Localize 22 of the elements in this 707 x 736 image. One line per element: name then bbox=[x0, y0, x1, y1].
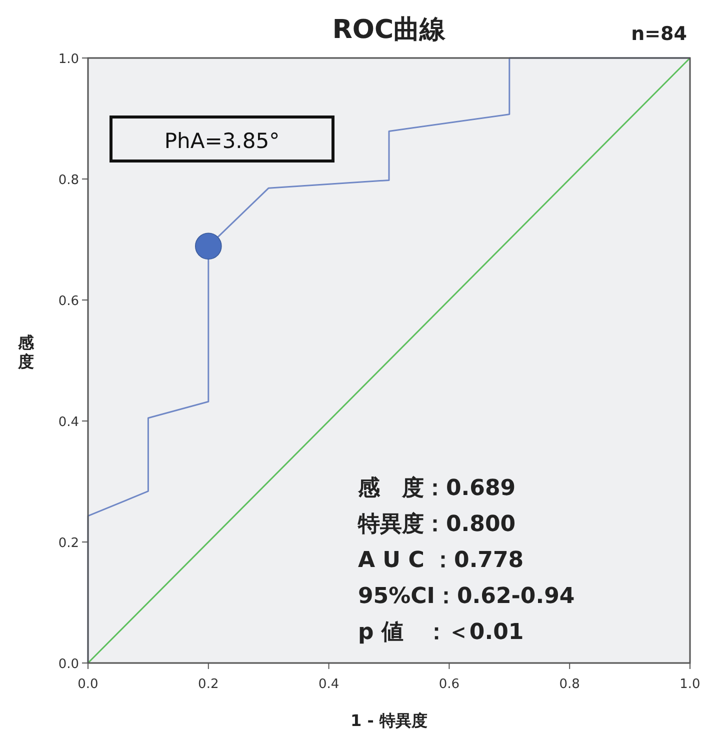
y-axis-title: 感度 bbox=[17, 333, 35, 371]
annotation: 特異度：0.800 bbox=[357, 511, 516, 537]
y-tick-label: 0.6 bbox=[58, 294, 79, 309]
y-tick-label: 0.4 bbox=[58, 415, 79, 430]
y-tick-label: 0.2 bbox=[58, 536, 79, 551]
y-tick-label: 0.0 bbox=[58, 657, 79, 672]
x-tick-label: 0.0 bbox=[78, 677, 98, 692]
annotation: 感 度：0.689 bbox=[357, 475, 516, 501]
x-tick-label: 0.4 bbox=[318, 677, 340, 692]
x-tick-label: 1.0 bbox=[680, 677, 700, 692]
text: n=84 bbox=[631, 23, 687, 45]
annotation: p 値 ：＜0.01 bbox=[358, 620, 524, 645]
annotation: PhA=3.85° bbox=[164, 129, 280, 153]
annotation: A U C ：0.778 bbox=[358, 548, 524, 573]
y-tick-label: 0.8 bbox=[58, 173, 79, 188]
x-tick-label: 0.6 bbox=[438, 677, 460, 692]
x-tick-label: 0.8 bbox=[559, 677, 580, 692]
x-tick-label: 0.2 bbox=[198, 677, 219, 692]
annotation: 95%CI：0.62-0.94 bbox=[358, 584, 575, 609]
chart-title: ROC曲線 bbox=[332, 15, 447, 45]
y-tick-label: 1.0 bbox=[58, 52, 79, 67]
x-axis-title: 1 - 特異度 bbox=[350, 711, 428, 730]
